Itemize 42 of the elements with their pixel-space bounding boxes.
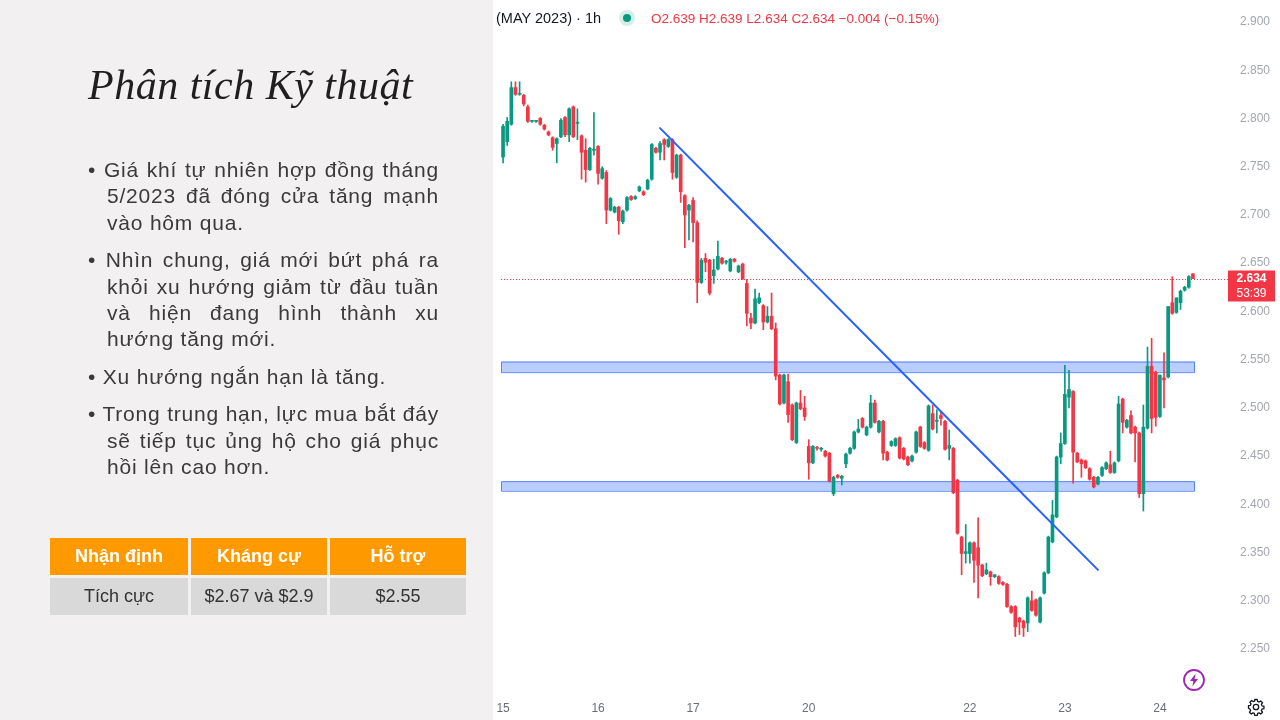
y-tick-label: 2.400 bbox=[1240, 496, 1271, 511]
text: Phân tích Kỹ thuật bbox=[88, 61, 414, 110]
y-tick-label: 2.450 bbox=[1240, 448, 1271, 463]
text: • Trong trung hạn, lực mua bắt đáy sẽ tiếp tục ủng hộ cho giá phục hồi lên cao hơn. bbox=[88, 401, 439, 481]
y-tick-label: 2.550 bbox=[1240, 351, 1271, 366]
text: Nhận định bbox=[50, 538, 188, 575]
y-tick-label: 2.650 bbox=[1240, 255, 1271, 270]
y-tick-label: 2.350 bbox=[1240, 544, 1271, 559]
chart-title: (MAY 2023) · 1h bbox=[496, 10, 602, 26]
candlestick bbox=[947, 429, 952, 461]
text: $2.55 bbox=[330, 578, 466, 615]
y-tick-label: 2.800 bbox=[1240, 110, 1271, 125]
text: Hỗ trợ bbox=[330, 538, 466, 575]
x-tick-label: 23 bbox=[1058, 700, 1072, 715]
text: • Giá khí tự nhiên hợp đồng tháng 5/2023 đã đóng cửa tăng mạnh vào hôm qua. bbox=[88, 157, 439, 236]
text: • Xu hướng ngắn hạn là tăng. bbox=[88, 363, 388, 390]
y-tick-label: 2.750 bbox=[1240, 159, 1271, 173]
annotation: O2.639 H2.639 L2.634 C2.634 −0.004 (−0.15%) bbox=[651, 10, 940, 26]
x-tick-label: 22 bbox=[963, 700, 977, 715]
text: Kháng cự bbox=[191, 538, 327, 575]
text: $2.67 và $2.9 bbox=[191, 578, 327, 615]
text: Tích cực bbox=[50, 578, 188, 615]
candlestick bbox=[934, 409, 939, 434]
y-tick-label: 2.500 bbox=[1240, 400, 1271, 415]
x-tick-label: 20 bbox=[802, 700, 816, 715]
ref-line-label: 2.634 53:39 bbox=[1236, 270, 1267, 300]
text: • Nhìn chung, giá mới bứt phá ra khỏi xu hướng giảm từ đầu tuần và hiện đang hình thành xu hướng tăng mới. bbox=[88, 247, 439, 353]
x-tick-label: 15 bbox=[496, 700, 511, 715]
x-tick-label: 16 bbox=[591, 700, 606, 715]
candlestick bbox=[711, 258, 716, 284]
y-tick-label: 2.600 bbox=[1240, 303, 1271, 318]
y-tick-label: 2.700 bbox=[1240, 207, 1271, 222]
x-tick-label: 17 bbox=[686, 700, 701, 715]
candlestick bbox=[976, 517, 980, 599]
candlestick bbox=[687, 203, 691, 241]
candlestick bbox=[963, 524, 968, 564]
y-tick-label: 2.850 bbox=[1240, 62, 1271, 77]
y-tick-label: 2.250 bbox=[1240, 641, 1271, 656]
x-tick-label: 24 bbox=[1153, 700, 1167, 715]
candlestick bbox=[554, 137, 559, 164]
y-tick-label: 2.900 bbox=[1240, 14, 1271, 29]
y-tick-label: 2.300 bbox=[1240, 593, 1271, 608]
